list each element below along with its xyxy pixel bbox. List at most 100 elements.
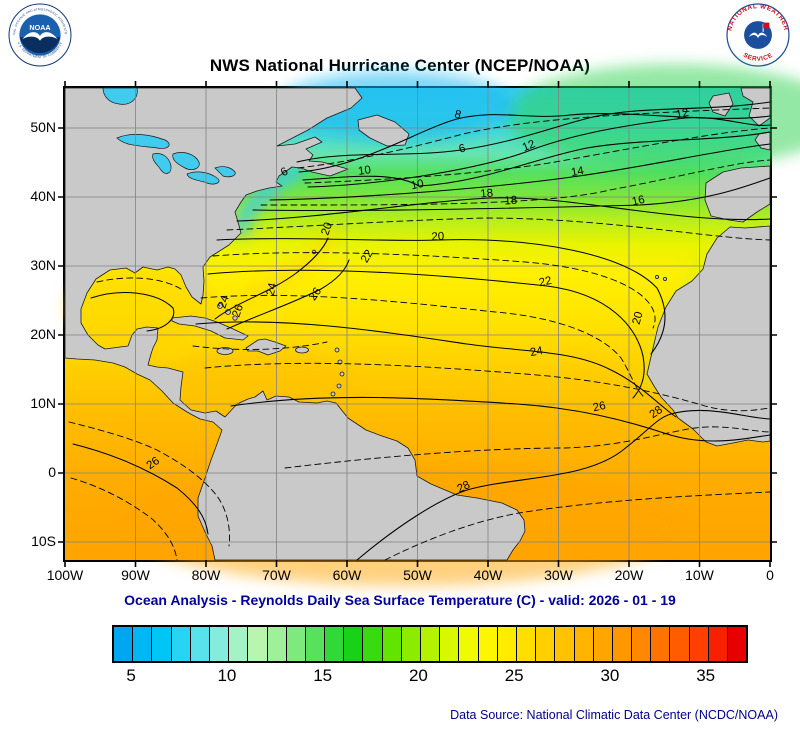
lake-erie — [186, 171, 220, 185]
colorbar-cell — [325, 627, 345, 661]
y-axis-label: 10N — [30, 395, 56, 411]
lesser-antilles — [339, 371, 345, 377]
lesser-antilles — [336, 383, 342, 389]
colorbar-tick-label: 15 — [313, 666, 333, 685]
x-axis-label: 30W — [544, 567, 573, 583]
bahamas — [232, 315, 238, 321]
colorbar-cell — [190, 627, 210, 661]
noaa-logo: NATIONAL OCEANIC AND ATMOSPHERIC ADMINIS… — [8, 3, 72, 67]
lake-superior — [116, 134, 170, 149]
puerto-rico — [295, 346, 309, 354]
axis-ticks — [58, 81, 777, 567]
isotherm-label: 24 — [216, 294, 232, 310]
colorbar-cells — [114, 627, 747, 661]
noaa-acronym: NOAA — [29, 23, 51, 32]
colorbar-cell — [229, 627, 249, 661]
colorbar-cell — [612, 627, 633, 661]
iberia — [704, 165, 771, 223]
colorbar-tick-label: 35 — [696, 666, 716, 685]
colorbar-cell — [267, 627, 287, 661]
cuba — [171, 315, 249, 341]
x-axis-label: 70W — [262, 567, 291, 583]
isotherm-label: 24 — [265, 281, 280, 297]
colorbar-tick-label: 5 — [126, 666, 136, 685]
colorbar-cell — [114, 627, 134, 661]
colorbar-cell — [286, 627, 306, 661]
colorbar-cell — [632, 627, 652, 661]
colorbar-cell — [670, 627, 690, 661]
colorbar-tick-label: 10 — [217, 666, 237, 685]
newfoundland — [357, 114, 410, 147]
x-axis-label: 100W — [46, 567, 84, 583]
colorbar-cell — [708, 627, 728, 661]
colorbar-tick-label: 30 — [600, 666, 620, 685]
colorbar-cell — [401, 627, 421, 661]
colorbar — [112, 625, 748, 663]
colorbar-cell — [248, 627, 268, 661]
isotherm-label: 14 — [570, 165, 585, 179]
isotherm-label: 20 — [631, 310, 646, 325]
sst-map: 8 12 6 12 6 10 14 10 18 18 16 20 20 22 22 24 24 26 26 20 24 2… — [58, 64, 800, 586]
canary-islands — [663, 276, 668, 281]
lesser-antilles — [334, 347, 340, 353]
colorbar-cell — [305, 627, 326, 661]
bahamas — [217, 303, 223, 309]
colorbar-tick-label: 20 — [408, 666, 428, 685]
lake-huron — [172, 152, 200, 170]
lesser-antilles — [330, 391, 336, 397]
isotherms-dashed — [68, 107, 771, 561]
x-axis-label: 60W — [332, 567, 362, 583]
colorbar-cell — [651, 627, 671, 661]
isotherm-label: 22 — [538, 275, 553, 289]
map-caption: Ocean Analysis - Reynolds Daily Sea Surf… — [124, 592, 676, 608]
y-axis-label: 40N — [30, 188, 56, 204]
data-source-text: Data Source: National Climatic Data Cent… — [450, 708, 778, 722]
isotherm-label: 12 — [521, 138, 537, 154]
colorbar-cell — [516, 627, 537, 661]
colorbar-cell — [209, 627, 230, 661]
colorbar-cell — [555, 627, 575, 661]
isotherm-label: 10 — [357, 164, 371, 178]
canary-islands — [655, 274, 660, 279]
x-axis-label: 80W — [191, 567, 221, 583]
isotherm-label: 18 — [480, 187, 494, 200]
colorbar-tick-label: 25 — [504, 666, 524, 685]
colorbar-cell — [574, 627, 594, 661]
isotherm-label: 6 — [279, 166, 290, 180]
isotherm-label: 26 — [230, 303, 246, 319]
colorbar-cell — [171, 627, 191, 661]
colorbar-cell — [536, 627, 556, 661]
isotherm-label: 12 — [675, 107, 690, 121]
noaa-emblem-sea — [19, 37, 61, 54]
inland-water — [102, 87, 236, 185]
isotherm-label: 18 — [504, 195, 518, 208]
x-axis-label: 20W — [614, 567, 644, 583]
x-axis-label: 0 — [766, 567, 774, 583]
isotherm-label: 8 — [453, 108, 462, 121]
bermuda — [311, 249, 317, 255]
colorbar-cell — [459, 627, 479, 661]
isotherm-label: 16 — [631, 194, 646, 208]
x-axis-label: 40W — [473, 567, 503, 583]
y-axis-label: 0 — [48, 464, 56, 480]
colorbar-ticklabels: 5 10 15 20 25 30 35 — [112, 666, 744, 688]
americas-landmass — [64, 87, 526, 561]
y-axis-label: 20N — [30, 326, 56, 342]
colorbar-cell — [497, 627, 517, 661]
colorbar-cell — [133, 627, 153, 661]
lake-ontario — [214, 166, 236, 178]
noaa-gull-icon — [22, 32, 58, 41]
colorbar-cell — [421, 627, 441, 661]
page-title: NWS National Hurricane Center (NCEP/NOAA… — [209, 56, 591, 75]
x-axis-label: 50W — [403, 567, 432, 583]
nws-ring-text-bottom: SERVICE — [742, 52, 774, 63]
isotherm-label: 6 — [458, 142, 467, 155]
isotherm-label: 20 — [431, 231, 444, 244]
africa — [646, 225, 771, 447]
colorbar-cell — [728, 627, 747, 661]
isotherm-label: 24 — [529, 345, 544, 359]
nws-hurricane-flag-icon — [763, 22, 770, 29]
nws-gull-icon — [748, 32, 768, 39]
